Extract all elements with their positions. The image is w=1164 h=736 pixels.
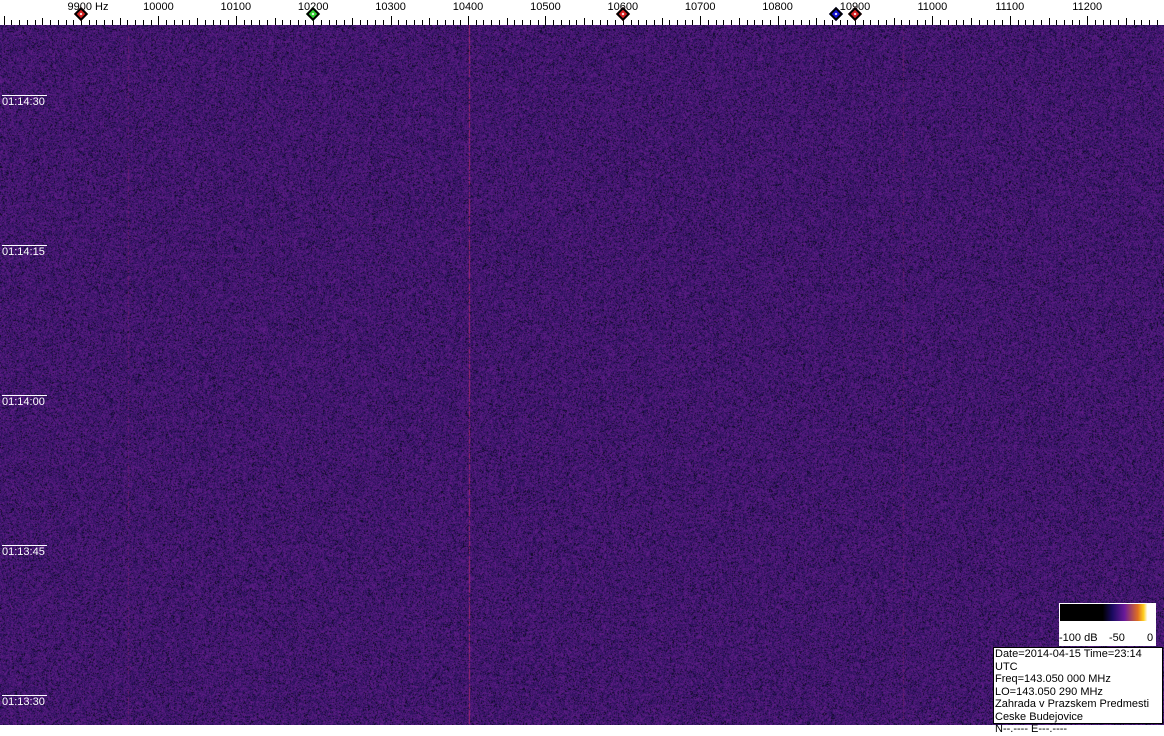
scale-tick	[1126, 18, 1127, 25]
scale-tick	[894, 18, 895, 25]
scale-tick	[1087, 16, 1088, 25]
scale-tick	[352, 18, 353, 25]
scale-tick	[120, 18, 121, 25]
frequency-label: 11200	[1072, 1, 1102, 13]
scale-tick	[197, 18, 198, 25]
scale-tick	[4, 16, 5, 25]
scale-tick	[158, 16, 159, 25]
scale-tick	[275, 18, 276, 25]
scale-tick	[42, 18, 43, 25]
frequency-label: 11000	[918, 1, 948, 13]
scale-tick	[932, 16, 933, 25]
info-lo: LO=143.050 290 MHz	[995, 686, 1162, 699]
scale-tick	[468, 16, 469, 25]
info-date-time: Date=2014-04-15 Time=23:14 UTC	[995, 648, 1162, 673]
waterfall-display[interactable]	[0, 25, 1164, 725]
frequency-scale[interactable]: 9900 Hz100001010010200103001040010500106…	[0, 0, 1164, 25]
scale-tick	[584, 18, 585, 25]
frequency-label: 10300	[375, 1, 406, 13]
info-location: Zahrada v Prazskem Predmesti	[995, 698, 1162, 711]
scale-tick	[391, 16, 392, 25]
frequency-label: 10100	[221, 1, 252, 13]
time-label: 01:14:00	[2, 395, 47, 408]
frequency-label: 10700	[685, 1, 716, 13]
info-box: Date=2014-04-15 Time=23:14 UTC Freq=143.…	[993, 647, 1163, 724]
time-label: 01:13:45	[2, 545, 47, 558]
color-scale-legend: -100 dB -50 0	[1059, 603, 1156, 646]
frequency-label: 9900 Hz	[68, 1, 109, 13]
color-gradient	[1060, 604, 1155, 621]
scale-tick	[971, 18, 972, 25]
scale-tick	[507, 18, 508, 25]
scale-tick	[700, 16, 701, 25]
scale-tick	[1049, 18, 1050, 25]
time-label: 01:13:30	[2, 695, 47, 708]
info-city: Ceske Budejovice	[995, 711, 1162, 724]
colorbar-max-label: 0	[1147, 632, 1153, 644]
frequency-label: 10000	[143, 1, 174, 13]
colorbar-mid-label: -50	[1109, 632, 1125, 644]
scale-tick	[778, 16, 779, 25]
scale-tick	[429, 18, 430, 25]
frequency-label: 10800	[762, 1, 793, 13]
time-label: 01:14:30	[2, 95, 47, 108]
time-label: 01:14:15	[2, 245, 47, 258]
info-frequency: Freq=143.050 000 MHz	[995, 673, 1162, 686]
frequency-label: 10400	[453, 1, 484, 13]
scale-tick	[545, 16, 546, 25]
colorbar-min-label: -100 dB	[1059, 632, 1098, 644]
scale-tick	[739, 18, 740, 25]
scale-tick	[1010, 16, 1011, 25]
frequency-label: 10500	[530, 1, 561, 13]
scale-tick	[662, 18, 663, 25]
frequency-label: 11100	[995, 1, 1024, 13]
scale-tick	[236, 16, 237, 25]
scale-tick	[816, 18, 817, 25]
